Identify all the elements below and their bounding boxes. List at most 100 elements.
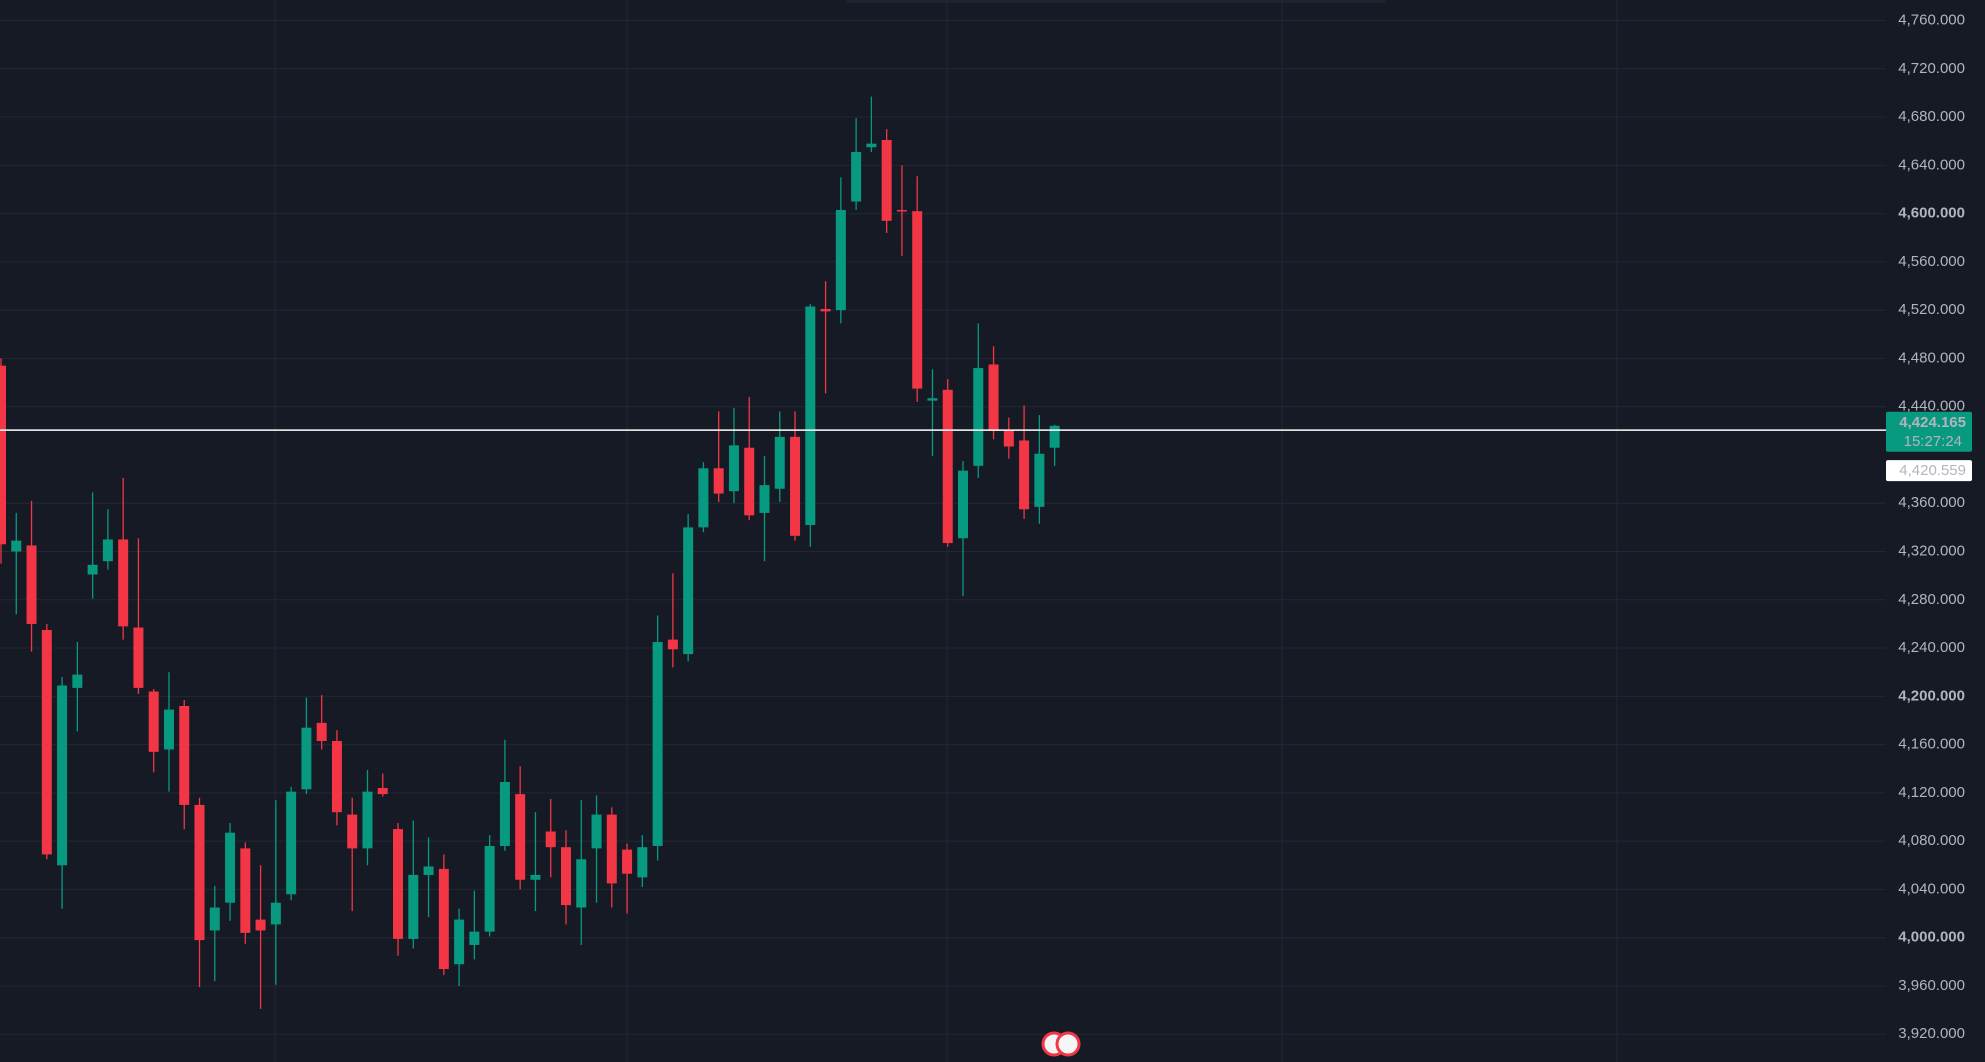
body <box>270 902 281 925</box>
ref-price-badge <box>1886 460 1972 482</box>
body <box>209 907 220 931</box>
body <box>652 642 663 846</box>
body <box>851 152 862 202</box>
body <box>133 627 144 688</box>
body <box>286 791 297 895</box>
body <box>728 445 739 492</box>
body <box>499 782 510 846</box>
body <box>1019 440 1030 510</box>
body <box>11 540 22 552</box>
body <box>225 832 236 903</box>
body <box>469 931 480 945</box>
body <box>942 389 953 544</box>
body <box>560 847 571 906</box>
y-tick-label: 4,080.000 <box>1898 832 1965 849</box>
y-tick-label: 4,480.000 <box>1898 349 1965 366</box>
y-tick-label: 4,560.000 <box>1898 253 1965 270</box>
body <box>41 629 52 855</box>
body <box>683 527 694 655</box>
y-tick-label: 3,920.000 <box>1898 1025 1965 1042</box>
y-tick-label: 4,240.000 <box>1898 639 1965 656</box>
body <box>698 468 709 528</box>
body <box>912 211 923 389</box>
body <box>622 849 633 874</box>
body <box>179 705 190 805</box>
event-icons <box>1041 1031 1081 1057</box>
body <box>958 470 969 539</box>
body <box>774 436 785 489</box>
body <box>866 143 877 148</box>
body <box>377 788 388 795</box>
body <box>545 831 556 848</box>
body <box>87 564 98 575</box>
body <box>1003 429 1014 447</box>
body <box>255 919 266 931</box>
y-tick-label: 4,600.000 <box>1898 205 1965 222</box>
body <box>790 436 801 536</box>
y-tick-label: 4,200.000 <box>1898 687 1965 704</box>
body <box>896 209 907 212</box>
ref-price-label: 4,420.559 <box>1899 462 1966 479</box>
body <box>744 447 755 516</box>
body <box>927 398 938 401</box>
last-price-badge <box>1886 411 1972 452</box>
y-tick-label: 4,280.000 <box>1898 591 1965 608</box>
body <box>454 919 465 965</box>
y-tick-label: 4,720.000 <box>1898 60 1965 77</box>
body <box>0 365 6 545</box>
y-tick-label: 4,360.000 <box>1898 494 1965 511</box>
y-tick-label: 4,000.000 <box>1898 929 1965 946</box>
body <box>316 722 327 741</box>
body <box>835 209 846 311</box>
last-price-label: 4,424.165 <box>1899 414 1966 431</box>
y-tick-label: 4,640.000 <box>1898 156 1965 173</box>
body <box>347 814 358 849</box>
countdown: 15:27:24 <box>1904 433 1962 450</box>
body <box>988 364 999 431</box>
body <box>805 306 816 525</box>
body <box>301 727 312 790</box>
body <box>515 794 526 880</box>
y-tick-label: 3,960.000 <box>1898 977 1965 994</box>
body <box>194 804 205 941</box>
body <box>530 874 541 880</box>
y-tick-label: 4,320.000 <box>1898 542 1965 559</box>
body <box>713 468 724 494</box>
y-tick-label: 4,160.000 <box>1898 736 1965 753</box>
body <box>102 539 113 562</box>
body <box>118 539 129 627</box>
body <box>26 545 37 624</box>
body <box>973 368 984 466</box>
y-tick-label: 4,520.000 <box>1898 301 1965 318</box>
body <box>1034 453 1045 507</box>
plot <box>0 20 1886 1035</box>
y-tick-label: 4,040.000 <box>1898 880 1965 897</box>
body <box>591 814 602 849</box>
body <box>393 829 404 939</box>
body <box>484 845 495 932</box>
body <box>57 685 68 866</box>
body <box>423 866 434 875</box>
body <box>606 814 617 884</box>
y-tick-label: 4,760.000 <box>1898 11 1965 28</box>
body <box>667 639 678 650</box>
body <box>163 709 174 750</box>
body <box>637 847 648 878</box>
body <box>1049 425 1060 448</box>
body <box>72 674 83 688</box>
body <box>576 859 587 908</box>
top-bar <box>846 0 1386 3</box>
event-icon[interactable] <box>1055 1031 1081 1057</box>
y-tick-label: 4,440.000 <box>1898 398 1965 415</box>
body <box>331 740 342 813</box>
body <box>148 691 159 752</box>
body <box>240 848 251 933</box>
body <box>881 139 892 221</box>
y-tick-label: 4,680.000 <box>1898 108 1965 125</box>
body <box>362 791 373 849</box>
body <box>438 868 449 970</box>
body <box>820 308 831 312</box>
body <box>408 874 419 939</box>
